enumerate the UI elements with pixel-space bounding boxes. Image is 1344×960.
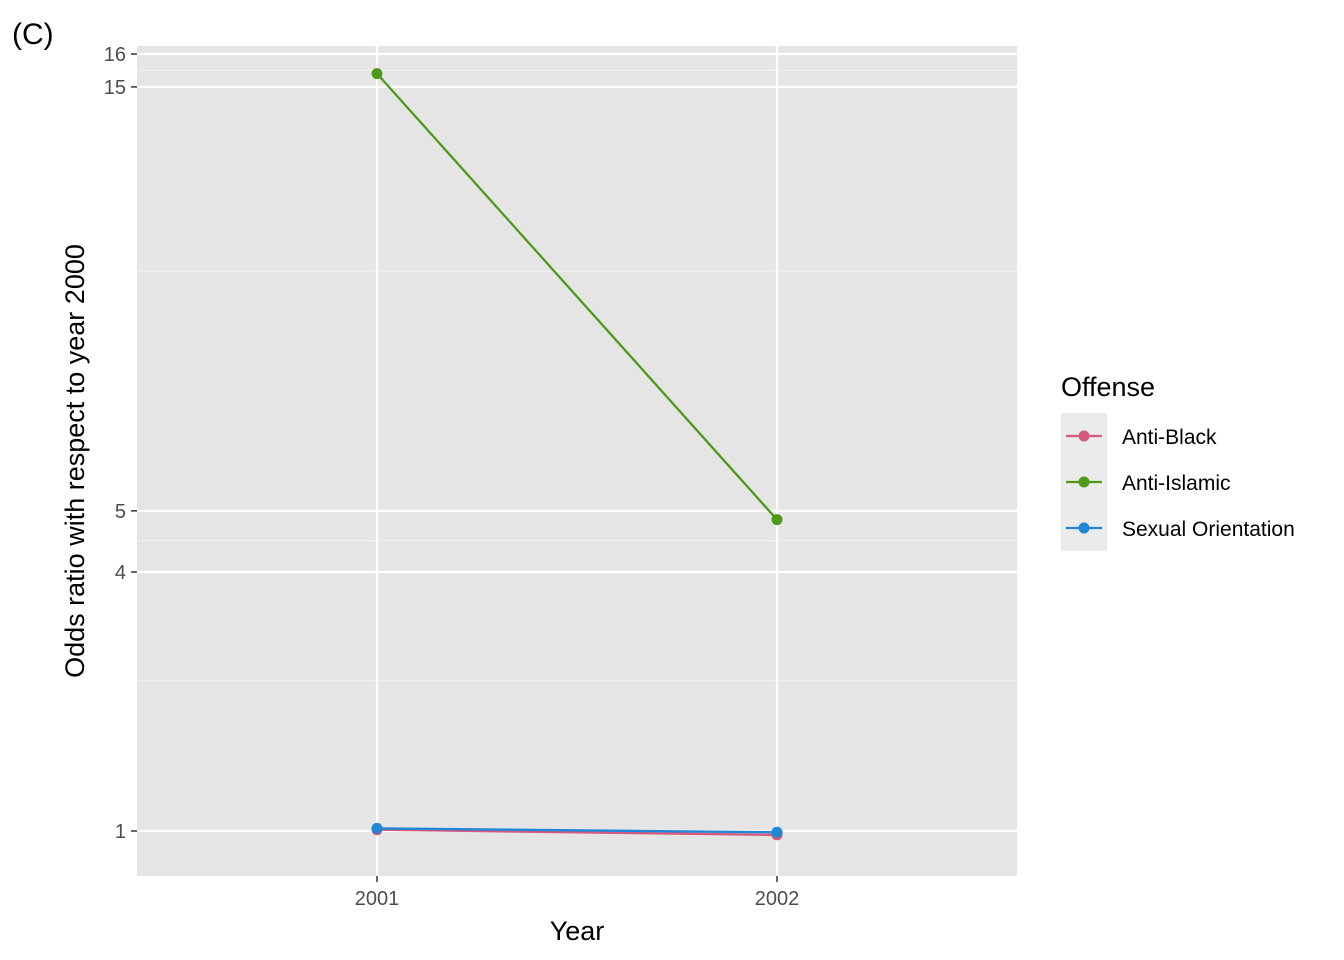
series-line-anti-black xyxy=(376,828,778,837)
x-axis-title: Year xyxy=(550,916,605,946)
legend-items: Anti-Black Anti-Islamic Sexual Orientation xyxy=(1061,413,1295,551)
legend: Offense Anti-Black Anti-Islamic Sexual Ori… xyxy=(1061,372,1295,551)
x-tick-label: 2001 xyxy=(355,888,400,910)
legend-key-point xyxy=(1078,430,1090,442)
y-tick-label: 16 xyxy=(104,44,126,66)
x-axis: 2001 2002 xyxy=(355,876,800,910)
x-tick-label: 2002 xyxy=(755,888,800,910)
y-tick-label: 5 xyxy=(115,501,126,523)
plot-panel xyxy=(137,46,1017,876)
data-point-anti-islamic xyxy=(371,68,383,80)
legend-item-anti-black: Anti-Black xyxy=(1061,413,1217,459)
legend-item-sexual-orientation: Sexual Orientation xyxy=(1061,505,1295,551)
legend-key-point xyxy=(1078,476,1090,488)
series-sexual-orientation xyxy=(371,822,783,838)
y-tick-label: 4 xyxy=(115,562,126,584)
legend-label: Sexual Orientation xyxy=(1122,518,1295,541)
y-axis-title: Odds ratio with respect to year 2000 xyxy=(60,244,90,678)
legend-title: Offense xyxy=(1061,372,1155,402)
series-anti-islamic xyxy=(371,68,783,526)
data-point-sexual-orientation xyxy=(371,822,383,834)
series-line-anti-islamic xyxy=(376,72,778,521)
y-tick-label: 1 xyxy=(115,821,126,843)
series-layer xyxy=(371,68,783,841)
panel-label: (C) xyxy=(12,18,54,51)
legend-item-anti-islamic: Anti-Islamic xyxy=(1061,459,1231,505)
minor-gridlines xyxy=(137,69,1017,682)
legend-label: Anti-Islamic xyxy=(1122,472,1231,495)
data-point-anti-islamic xyxy=(771,514,783,526)
legend-key-point xyxy=(1078,522,1090,534)
y-axis: 1 4 5 15 16 xyxy=(104,44,137,843)
data-point-sexual-orientation xyxy=(771,826,783,838)
series-line-sexual-orientation xyxy=(376,827,778,834)
legend-label: Anti-Black xyxy=(1122,426,1217,449)
y-tick-label: 15 xyxy=(104,77,126,99)
